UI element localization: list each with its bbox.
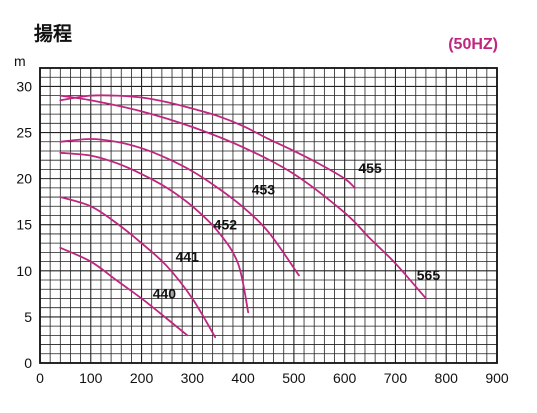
frequency-label: (50HZ) [448, 36, 498, 53]
x-tick-labels: 0 100 200 300 400 500 600 700 800 900 [36, 370, 509, 386]
curve-440 [59, 246, 189, 337]
y-tick-label: 5 [24, 309, 32, 325]
curve-label-565: 565 [417, 267, 441, 283]
chart-title: 揚程 [34, 22, 72, 45]
x-tick-label: 600 [333, 370, 357, 386]
curve-label-455: 455 [358, 160, 382, 176]
x-tick-label: 0 [36, 370, 44, 386]
x-tick-label: 400 [231, 370, 255, 386]
plot-frame [39, 67, 498, 364]
y-tick-label: 25 [16, 125, 32, 141]
y-tick-label: 20 [16, 171, 32, 187]
x-tick-label: 300 [181, 370, 205, 386]
curve-565 [59, 94, 427, 300]
curve-452 [59, 151, 250, 314]
axes [39, 67, 498, 364]
y-tick-labels: 0 5 10 15 20 25 30 [16, 78, 32, 371]
pump-curves [59, 94, 427, 339]
x-tick-label: 800 [435, 370, 459, 386]
curve-label-441: 441 [176, 249, 200, 265]
x-tick-label: 700 [384, 370, 408, 386]
y-tick-label: 10 [16, 263, 32, 279]
y-axis-unit: m [14, 53, 26, 69]
curve-453 [59, 138, 300, 277]
y-tick-label: 30 [16, 78, 32, 94]
y-tick-label: 0 [24, 355, 32, 371]
curve-label-440: 440 [153, 285, 177, 301]
x-tick-label: 900 [485, 370, 509, 386]
x-tick-label: 200 [130, 370, 154, 386]
curve-labels: 440 441 452 453 455 565 [153, 160, 441, 301]
x-tick-label: 100 [79, 370, 103, 386]
curve-441 [59, 196, 217, 339]
x-tick-label: 500 [282, 370, 306, 386]
grid [39, 67, 498, 364]
curve-label-453: 453 [252, 181, 276, 197]
curve-label-452: 452 [214, 216, 238, 232]
y-tick-label: 15 [16, 217, 32, 233]
curve-455 [59, 94, 356, 189]
